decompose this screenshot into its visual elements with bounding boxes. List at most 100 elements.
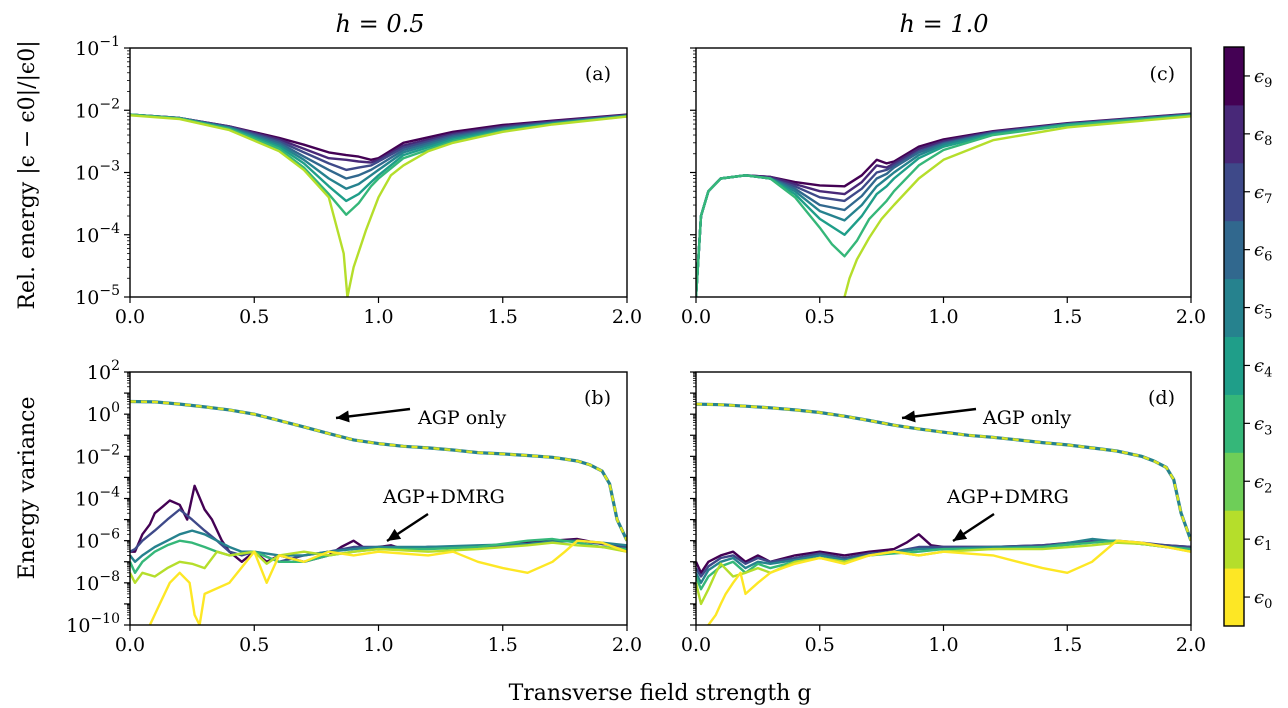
x-tick-label-c: 0.5	[805, 306, 835, 328]
x-tick-label-c: 1.0	[928, 306, 958, 328]
x-tick-label-b: 0.5	[239, 634, 269, 656]
annotation-agp-only-b: AGP only	[417, 407, 506, 429]
annotation-agp-only-d: AGP only	[982, 407, 1071, 429]
col-title-h05: h = 0.5	[336, 10, 425, 38]
series-eps7-b	[130, 508, 627, 563]
x-tick-label-a: 1.0	[363, 306, 393, 328]
panel-c: 0.0 0.5 1.0 1.5 2.0 (c)	[681, 47, 1206, 328]
colorbar-label: ϵ2	[1254, 471, 1272, 496]
y-tick-label-a: 10−2	[75, 96, 120, 122]
colorbar-swatch	[1224, 278, 1244, 337]
y-tick-label-b: 102	[87, 358, 120, 384]
panel-a: 0.0 0.5 1.0 1.5 2.0 10−5 10−4 10−3 10−2 10−1 (a)	[75, 34, 642, 328]
arrow-agp-only-d-head	[902, 410, 916, 423]
y-tick-label-b: 10−4	[75, 485, 120, 511]
panel-tag-a: (a)	[585, 63, 611, 85]
colorbar: ϵ0 ϵ1 ϵ2 ϵ3 ϵ4 ϵ5 ϵ6 ϵ7 ϵ8 ϵ9	[1223, 46, 1272, 627]
series-eps0-b	[148, 539, 627, 625]
colorbar-swatch	[1224, 162, 1244, 222]
series-group-b	[130, 399, 627, 625]
x-tick-label-c: 0.0	[681, 306, 711, 328]
axes-frame-b	[129, 371, 628, 626]
y-tick-label-b: 10−10	[66, 611, 120, 637]
x-tick-label-a: 0.5	[239, 306, 269, 328]
series-eps1-c	[843, 115, 1191, 297]
x-tick-label-d: 1.5	[1052, 634, 1082, 656]
series-agp-only-d	[696, 402, 1191, 542]
series-eps9-b	[130, 484, 627, 563]
series-eps3-b	[130, 537, 627, 574]
panel-tag-c: (c)	[1150, 63, 1175, 85]
x-tick-label-b: 2.0	[612, 634, 642, 656]
y-tick-label-a: 10−1	[75, 34, 120, 60]
colorbar-swatch	[1224, 568, 1244, 627]
x-tick-label-a: 0.0	[115, 306, 145, 328]
colorbar-label: ϵ0	[1254, 587, 1272, 612]
x-tick-label-a: 2.0	[612, 306, 642, 328]
panel-tag-b: (b)	[584, 387, 611, 409]
colorbar-label: ϵ5	[1254, 298, 1272, 323]
panel-tag-d: (d)	[1148, 387, 1175, 409]
series-eps1-b	[130, 541, 627, 584]
colorbar-swatch	[1224, 452, 1244, 511]
colorbar-swatch	[1224, 47, 1244, 106]
x-tick-label-d: 0.0	[681, 634, 711, 656]
y-tick-label-b: 10−8	[75, 569, 120, 595]
series-eps1-d	[696, 541, 1191, 606]
panels: 0.0 0.5 1.0 1.5 2.010−510−410−310−210−1(a)0.…	[66, 34, 1206, 656]
colorbar-label: ϵ3	[1254, 413, 1272, 438]
series-eps3-c	[696, 114, 1191, 297]
colorbar-label: ϵ4	[1254, 355, 1272, 380]
x-tick-label-d: 0.5	[805, 634, 835, 656]
series-eps1-a	[130, 114, 627, 297]
axes-frame-a	[129, 47, 628, 298]
x-axis-title: Transverse field strength g	[509, 681, 812, 706]
series-eps0-d	[707, 539, 1191, 625]
colorbar-swatch	[1224, 220, 1244, 280]
colorbar-label: ϵ9	[1254, 66, 1272, 91]
x-tick-label-a: 1.5	[488, 306, 518, 328]
series-eps7-c	[696, 113, 1191, 297]
series-group-c	[696, 112, 1191, 297]
col-title-h10: h = 1.0	[900, 10, 989, 38]
y-tick-label-a: 10−3	[75, 159, 120, 185]
y-axis-title-top: Rel. energy |ϵ − ϵ0|/|ϵ0|	[15, 40, 40, 309]
x-tick-label-c: 2.0	[1176, 306, 1206, 328]
colorbar-label: ϵ8	[1254, 124, 1272, 149]
series-agp-only-dash-d	[696, 402, 1191, 542]
arrow-agp-dmrg-b-head	[387, 528, 402, 541]
y-tick-label-a: 10−4	[75, 221, 120, 247]
axes-frame-d	[695, 371, 1192, 626]
series-group-d	[696, 402, 1191, 625]
annotation-agp-dmrg-d: AGP+DMRG	[946, 486, 1069, 508]
x-tick-label-b: 0.0	[115, 634, 145, 656]
annotation-agp-dmrg-b: AGP+DMRG	[382, 486, 505, 508]
panel-d: 0.0 0.5 1.0 1.5 2.0 (d)	[681, 371, 1206, 656]
y-tick-label-a: 10−5	[75, 283, 120, 309]
series-eps5-b	[130, 529, 627, 563]
series-group-a	[130, 113, 627, 297]
colorbar-swatch	[1224, 510, 1244, 569]
x-tick-label-b: 1.5	[488, 634, 518, 656]
y-tick-label-b: 100	[87, 400, 120, 426]
colorbar-swatch	[1224, 104, 1244, 164]
colorbar-label: ϵ7	[1254, 182, 1272, 207]
series-agp-only-b	[130, 399, 627, 542]
x-tick-label-d: 1.0	[928, 634, 958, 656]
series-eps8-c	[696, 112, 1191, 297]
x-tick-label-b: 1.0	[363, 634, 393, 656]
x-tick-label-d: 2.0	[1176, 634, 1206, 656]
colorbar-swatch	[1224, 394, 1244, 453]
x-tick-label-c: 1.5	[1052, 306, 1082, 328]
arrow-agp-only-b-head	[336, 410, 350, 423]
y-axis-title-bottom: Energy variance	[15, 397, 40, 580]
arrow-agp-dmrg-d-head	[953, 528, 968, 541]
y-tick-label-b: 10−6	[75, 527, 120, 553]
series-agp-only-dash-b	[130, 400, 627, 542]
colorbar-swatch	[1224, 336, 1244, 395]
axes-frame-c	[695, 47, 1192, 298]
panel-b: 0.0 0.5 1.0 1.5 2.0 10−10 10−8 10−6 10−4 10−2 100 1…	[66, 358, 642, 656]
series-eps7-d	[696, 539, 1191, 578]
colorbar-label: ϵ1	[1254, 529, 1272, 554]
